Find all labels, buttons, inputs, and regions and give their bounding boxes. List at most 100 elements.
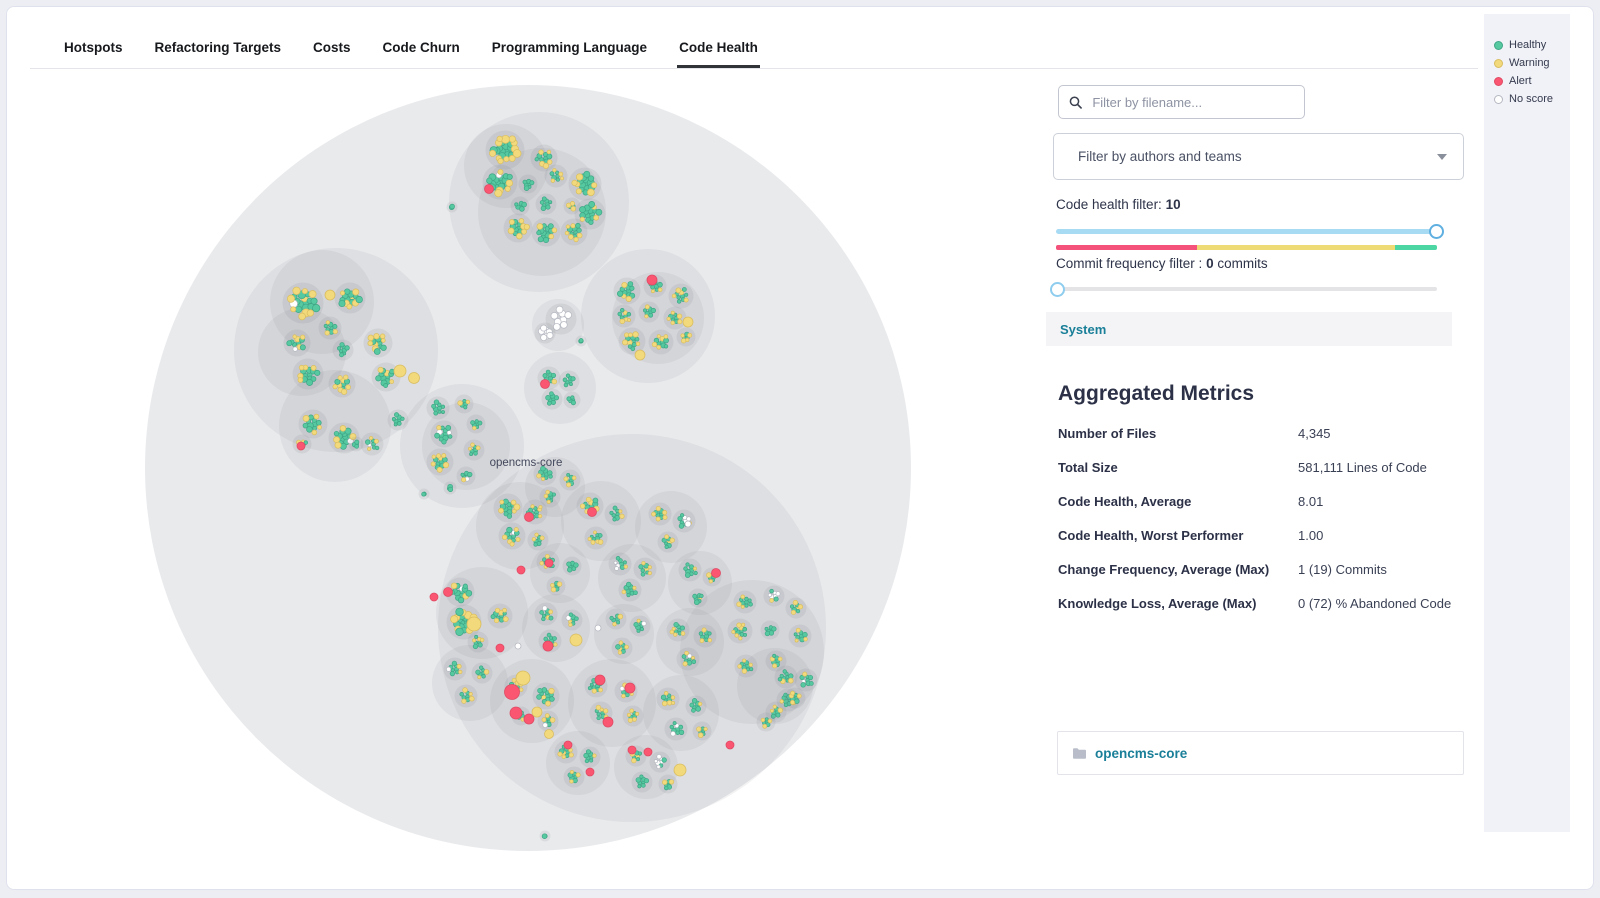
file-dot[interactable] — [624, 332, 630, 338]
file-dot[interactable] — [463, 405, 468, 410]
file-dot[interactable] — [736, 601, 742, 607]
file-dot[interactable] — [619, 686, 625, 691]
file-dot[interactable] — [314, 369, 321, 376]
file-dot[interactable] — [498, 507, 504, 514]
file-dot[interactable] — [383, 383, 389, 388]
file-dot[interactable] — [738, 636, 743, 641]
file-dot[interactable] — [708, 579, 713, 584]
file-dot[interactable] — [537, 236, 544, 243]
file-dot[interactable] — [575, 173, 584, 181]
file-dot[interactable] — [669, 629, 675, 635]
file-dot[interactable] — [662, 514, 668, 520]
file-dot[interactable] — [627, 281, 634, 287]
file-dot[interactable] — [301, 288, 308, 295]
file-dot[interactable] — [760, 717, 766, 723]
file-dot[interactable] — [324, 330, 330, 336]
file-dot[interactable] — [622, 339, 629, 346]
file-dot[interactable] — [549, 696, 555, 702]
file-dot[interactable] — [391, 417, 396, 422]
file-dot[interactable] — [333, 436, 340, 444]
file-dot[interactable] — [430, 461, 436, 467]
file-dot[interactable] — [779, 699, 784, 704]
file-dot[interactable] — [782, 669, 787, 674]
file-dot[interactable] — [669, 537, 675, 543]
file-dot[interactable] — [286, 340, 293, 347]
file-dot[interactable] — [467, 471, 473, 478]
file-dot[interactable] — [377, 366, 384, 373]
file-dot[interactable] — [740, 594, 745, 599]
file-dot[interactable] — [698, 631, 704, 636]
file-dot[interactable] — [472, 425, 477, 431]
file-dot[interactable] — [302, 422, 309, 429]
commit-frequency-slider-handle[interactable] — [1050, 282, 1065, 297]
file-dot[interactable] — [380, 344, 387, 351]
file-dot-alert[interactable] — [627, 745, 637, 755]
package-circle[interactable] — [524, 352, 596, 424]
file-dot-alert[interactable] — [516, 565, 526, 575]
file-dot[interactable] — [618, 640, 624, 645]
file-dot[interactable] — [643, 778, 650, 784]
file-dot[interactable] — [678, 729, 685, 735]
file-dot[interactable] — [483, 669, 490, 675]
file-dot[interactable] — [375, 375, 382, 382]
file-dot[interactable] — [587, 536, 592, 542]
file-dot[interactable] — [431, 454, 436, 459]
file-dot[interactable] — [741, 668, 748, 674]
file-dot[interactable] — [796, 693, 802, 699]
file-dot[interactable] — [633, 590, 638, 596]
file-dot[interactable] — [802, 631, 808, 638]
file-dot[interactable] — [354, 444, 359, 449]
file-dot[interactable] — [762, 723, 768, 729]
file-dot[interactable] — [764, 717, 769, 722]
file-dot[interactable] — [570, 223, 576, 229]
subpackage-circle[interactable] — [490, 659, 574, 743]
file-dot[interactable] — [546, 331, 554, 339]
file-dot[interactable] — [496, 135, 503, 143]
file-dot[interactable] — [448, 434, 453, 439]
file-dot[interactable] — [576, 227, 582, 233]
file-dot[interactable] — [653, 759, 658, 764]
file-dot[interactable] — [565, 373, 571, 378]
file-dot[interactable] — [560, 321, 568, 329]
file-dot[interactable] — [442, 456, 448, 463]
file-dot[interactable] — [511, 508, 517, 514]
file-dot[interactable] — [303, 440, 308, 445]
file-dot[interactable] — [661, 537, 667, 543]
file-dot[interactable] — [339, 342, 345, 348]
file-dot[interactable] — [449, 203, 455, 210]
file-dot[interactable] — [540, 205, 547, 212]
file-dot[interactable] — [338, 299, 346, 308]
file-dot[interactable] — [379, 333, 386, 340]
file-dot[interactable] — [692, 593, 698, 599]
file-dot[interactable] — [541, 613, 546, 618]
file-dot[interactable] — [529, 180, 535, 186]
file-dot[interactable] — [671, 700, 676, 705]
file-dot[interactable] — [354, 439, 360, 445]
file-dot[interactable] — [695, 706, 701, 712]
file-dot[interactable] — [540, 334, 548, 342]
file-dot[interactable] — [783, 702, 789, 708]
file-dot[interactable] — [479, 637, 485, 643]
file-dot[interactable] — [682, 661, 688, 667]
file-dot[interactable] — [625, 692, 630, 698]
file-dot[interactable] — [447, 486, 454, 493]
subpackage-circle[interactable] — [668, 551, 732, 615]
file-dot[interactable] — [543, 636, 549, 642]
file-dot[interactable] — [619, 513, 625, 519]
file-dot[interactable] — [595, 704, 602, 711]
file-dot[interactable] — [519, 206, 525, 212]
file-dot[interactable] — [777, 707, 783, 713]
file-dot[interactable] — [440, 404, 446, 409]
file-dot[interactable] — [666, 316, 671, 321]
file-dot[interactable] — [536, 694, 542, 700]
file-dot[interactable] — [469, 452, 474, 457]
file-dot[interactable] — [694, 599, 700, 606]
file-dot[interactable] — [539, 610, 544, 615]
file-dot[interactable] — [635, 757, 641, 762]
file-dot[interactable] — [657, 287, 663, 293]
file-dot[interactable] — [574, 616, 579, 621]
file-dot[interactable] — [534, 157, 539, 162]
file-dot[interactable] — [650, 307, 657, 314]
file-dot[interactable] — [656, 764, 661, 769]
file-dot[interactable] — [313, 413, 320, 420]
